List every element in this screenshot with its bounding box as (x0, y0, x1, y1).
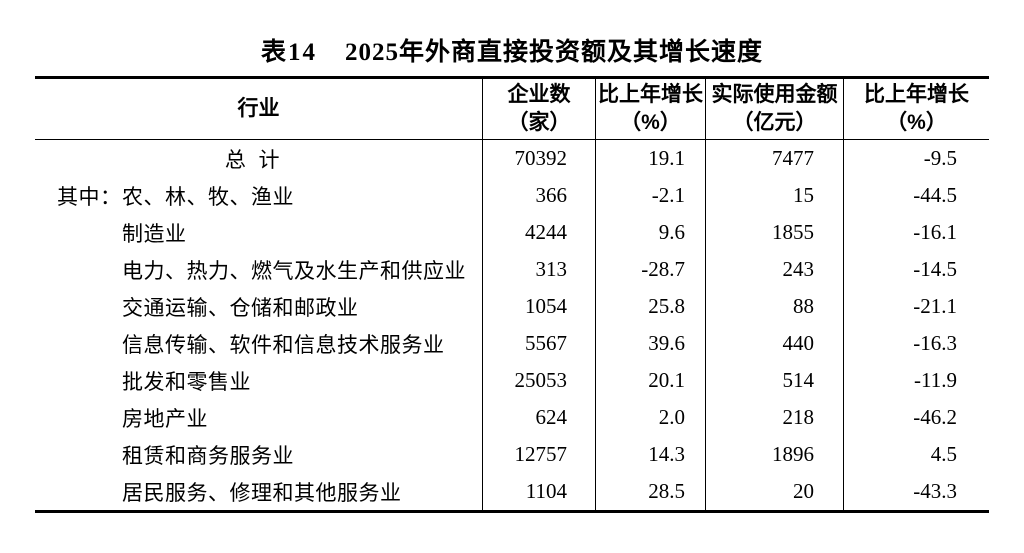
col-header-industry-label: 行业 (237, 97, 280, 120)
industry-label: 信息传输、软件和信息技术服务业 (122, 332, 445, 357)
industry-label: 交通运输、仓储和邮政业 (122, 295, 359, 320)
col-header-enterprises: 企业数 （家） (482, 79, 595, 139)
cell-amount-growth: -9.5 (843, 140, 989, 177)
table-row: 电力、热力、燃气及水生产和供应业 313 -28.7 243 -14.5 (35, 251, 989, 288)
table-row: 制造业 4244 9.6 1855 -16.1 (35, 214, 989, 251)
industry-label: 电力、热力、燃气及水生产和供应业 (122, 258, 466, 283)
table-row: 信息传输、软件和信息技术服务业 5567 39.6 440 -16.3 (35, 325, 989, 362)
col-header-amount-used-line1: 实际使用金额 (711, 83, 838, 106)
col-header-amount-used-line2: （亿元） (732, 111, 817, 134)
cell-amount-used: 243 (705, 251, 843, 288)
cell-amount-used: 20 (705, 473, 843, 510)
table-row: 其中： 农、林、牧、渔业 366 -2.1 15 -44.5 (35, 177, 989, 214)
industry-label: 制造业 (122, 221, 187, 246)
industry-label: 批发和零售业 (122, 369, 251, 394)
cell-amount-used: 88 (705, 288, 843, 325)
cell-enterprises-growth: -28.7 (595, 251, 705, 288)
cell-amount-growth: -46.2 (843, 399, 989, 436)
cell-enterprises-growth: 25.8 (595, 288, 705, 325)
cell-enterprises: 25053 (482, 362, 595, 399)
cell-enterprises: 313 (482, 251, 595, 288)
table-row-total: 总计 70392 19.1 7477 -9.5 (35, 140, 989, 177)
cell-enterprises-growth: 28.5 (595, 473, 705, 510)
cell-industry: 信息传输、软件和信息技术服务业 (35, 325, 482, 362)
table-row: 居民服务、修理和其他服务业 1104 28.5 20 -43.3 (35, 473, 989, 510)
col-header-enterprises-growth: 比上年增长 （%） (595, 79, 705, 139)
cell-enterprises-growth: 39.6 (595, 325, 705, 362)
cell-enterprises: 5567 (482, 325, 595, 362)
table-title: 表14 2025年外商直接投资额及其增长速度 (0, 38, 1024, 68)
cell-enterprises-growth: -2.1 (595, 177, 705, 214)
col-header-enterprises-line2: （家） (507, 111, 571, 134)
col-header-amount-used: 实际使用金额 （亿元） (705, 79, 843, 139)
col-header-enterprises-growth-line2: （%） (620, 111, 681, 134)
industry-label: 居民服务、修理和其他服务业 (122, 480, 402, 505)
col-header-industry: 行业 (35, 79, 482, 139)
table-row: 租赁和商务服务业 12757 14.3 1896 4.5 (35, 436, 989, 473)
industry-label: 房地产业 (122, 406, 208, 431)
cell-amount-used: 7477 (705, 140, 843, 177)
cell-enterprises: 366 (482, 177, 595, 214)
table-header-row: 行业 企业数 （家） 比上年增长 （%） 实际使用金额 （亿元） 比上年增长 （… (35, 79, 989, 140)
cell-amount-growth: -16.1 (843, 214, 989, 251)
cell-industry: 租赁和商务服务业 (35, 436, 482, 473)
cell-enterprises-growth: 20.1 (595, 362, 705, 399)
cell-enterprises: 70392 (482, 140, 595, 177)
col-header-enterprises-line1: 企业数 (507, 83, 571, 106)
cell-industry: 其中： 农、林、牧、渔业 (35, 177, 482, 214)
cell-industry: 制造业 (35, 214, 482, 251)
cell-enterprises-growth: 14.3 (595, 436, 705, 473)
cell-amount-growth: -44.5 (843, 177, 989, 214)
cell-industry: 居民服务、修理和其他服务业 (35, 473, 482, 510)
col-header-amount-growth-line2: （%） (886, 111, 947, 134)
table-number: 表14 (260, 39, 317, 66)
cell-amount-used: 514 (705, 362, 843, 399)
cell-amount-growth: -16.3 (843, 325, 989, 362)
cell-industry: 房地产业 (35, 399, 482, 436)
cell-enterprises: 4244 (482, 214, 595, 251)
cell-amount-growth: -21.1 (843, 288, 989, 325)
table-row: 批发和零售业 25053 20.1 514 -11.9 (35, 362, 989, 399)
industry-label: 总计 (224, 147, 293, 172)
cell-amount-used: 440 (705, 325, 843, 362)
cell-amount-growth: -14.5 (843, 251, 989, 288)
table-body: 总计 70392 19.1 7477 -9.5 其中： 农、林、牧、渔业 366… (35, 140, 989, 510)
cell-amount-used: 1896 (705, 436, 843, 473)
cell-enterprises: 624 (482, 399, 595, 436)
cell-amount-growth: 4.5 (843, 436, 989, 473)
cell-industry: 总计 (35, 140, 482, 177)
cell-enterprises: 1104 (482, 473, 595, 510)
cell-industry: 批发和零售业 (35, 362, 482, 399)
cell-amount-used: 218 (705, 399, 843, 436)
cell-amount-used: 15 (705, 177, 843, 214)
cell-amount-growth: -11.9 (843, 362, 989, 399)
cell-amount-growth: -43.3 (843, 473, 989, 510)
cell-industry: 交通运输、仓储和邮政业 (35, 288, 482, 325)
table-row: 交通运输、仓储和邮政业 1054 25.8 88 -21.1 (35, 288, 989, 325)
table-row: 房地产业 624 2.0 218 -46.2 (35, 399, 989, 436)
cell-enterprises-growth: 2.0 (595, 399, 705, 436)
cell-enterprises-growth: 9.6 (595, 214, 705, 251)
table-title-text: 2025年外商直接投资额及其增长速度 (345, 39, 764, 66)
cell-enterprises: 1054 (482, 288, 595, 325)
row-prefix: 其中： (57, 184, 122, 209)
col-header-amount-growth-line1: 比上年增长 (864, 83, 969, 106)
fdi-table: 行业 企业数 （家） 比上年增长 （%） 实际使用金额 （亿元） 比上年增长 （… (35, 76, 989, 513)
col-header-amount-growth: 比上年增长 （%） (843, 79, 989, 139)
cell-enterprises-growth: 19.1 (595, 140, 705, 177)
cell-enterprises: 12757 (482, 436, 595, 473)
cell-amount-used: 1855 (705, 214, 843, 251)
cell-industry: 电力、热力、燃气及水生产和供应业 (35, 251, 482, 288)
col-header-enterprises-growth-line1: 比上年增长 (598, 83, 703, 106)
industry-label: 农、林、牧、渔业 (122, 184, 294, 209)
industry-label: 租赁和商务服务业 (122, 443, 294, 468)
